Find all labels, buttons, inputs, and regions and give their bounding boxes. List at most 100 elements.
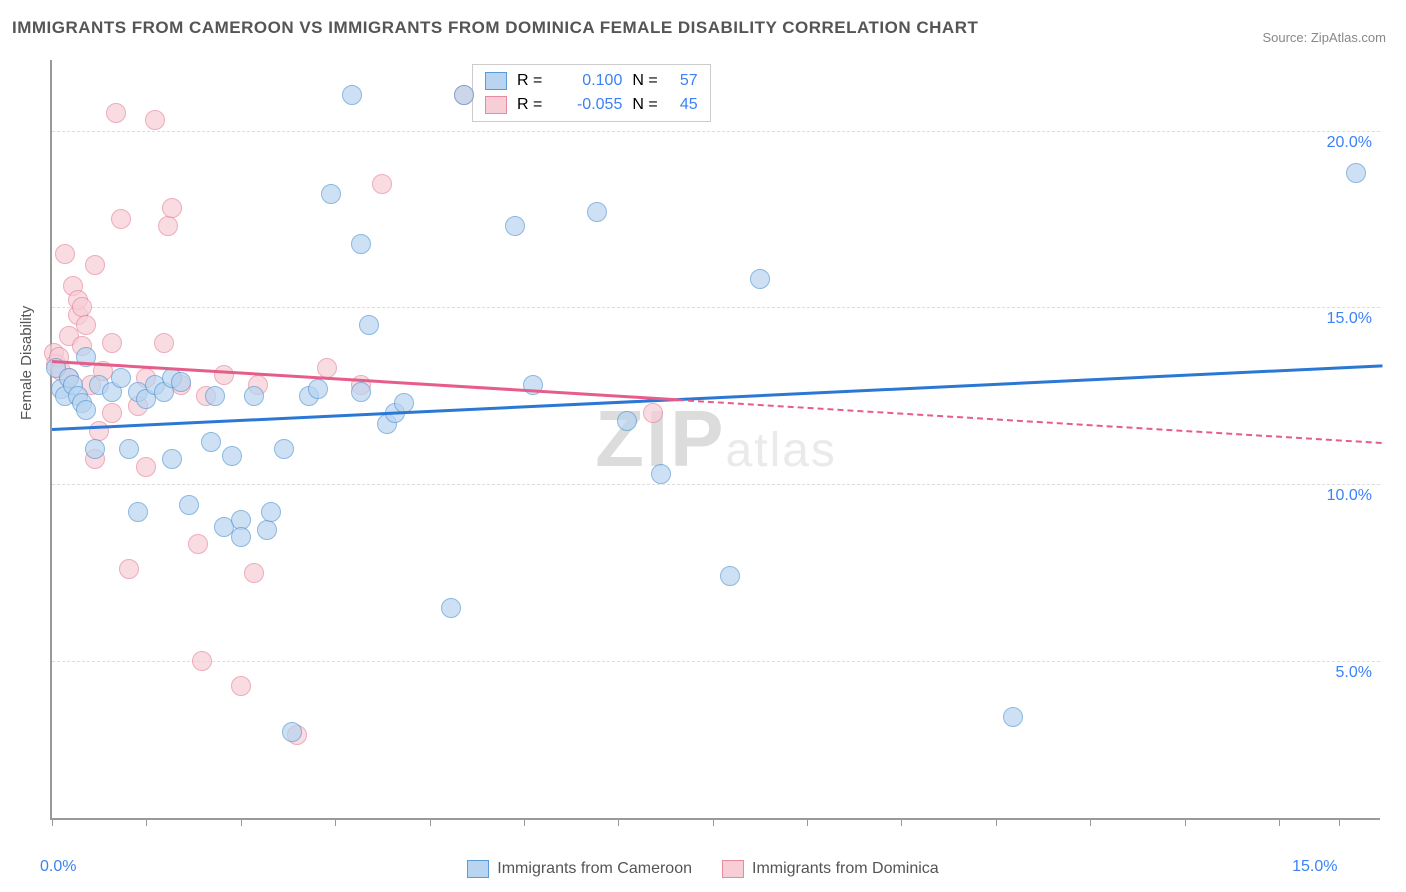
x-tick bbox=[996, 818, 997, 826]
legend-row-dominica: R = -0.055 N = 45 bbox=[485, 93, 698, 117]
scatter-point-dominica bbox=[145, 110, 165, 130]
scatter-point-dominica bbox=[158, 216, 178, 236]
scatter-point-dominica bbox=[214, 365, 234, 385]
scatter-point-cameroon bbox=[750, 269, 770, 289]
legend-r-dominica: -0.055 bbox=[552, 93, 622, 117]
scatter-point-dominica bbox=[119, 559, 139, 579]
scatter-point-dominica bbox=[162, 198, 182, 218]
scatter-point-cameroon bbox=[171, 372, 191, 392]
regression-line-dominica-extrapolated bbox=[678, 399, 1382, 444]
y-tick-label: 5.0% bbox=[1336, 664, 1372, 682]
scatter-point-dominica bbox=[76, 315, 96, 335]
scatter-point-cameroon bbox=[617, 411, 637, 431]
scatter-point-cameroon bbox=[1346, 163, 1366, 183]
x-tick bbox=[1090, 818, 1091, 826]
gridline-h bbox=[52, 661, 1380, 662]
scatter-point-cameroon bbox=[222, 446, 242, 466]
x-tick-label: 0.0% bbox=[40, 858, 76, 876]
y-tick-label: 10.0% bbox=[1327, 487, 1372, 505]
legend-n-label: N = bbox=[632, 93, 657, 117]
x-tick bbox=[1339, 818, 1340, 826]
scatter-point-cameroon bbox=[321, 184, 341, 204]
scatter-point-dominica bbox=[372, 174, 392, 194]
scatter-point-dominica bbox=[643, 403, 663, 423]
x-tick bbox=[335, 818, 336, 826]
scatter-point-dominica bbox=[72, 297, 92, 317]
x-tick bbox=[1185, 818, 1186, 826]
legend-n-cameroon: 57 bbox=[668, 69, 698, 93]
legend-swatch-cameroon bbox=[485, 72, 507, 90]
scatter-point-cameroon bbox=[342, 85, 362, 105]
scatter-point-cameroon bbox=[231, 527, 251, 547]
legend-swatch-cameroon bbox=[467, 860, 489, 878]
scatter-point-cameroon bbox=[587, 202, 607, 222]
scatter-point-dominica bbox=[192, 651, 212, 671]
scatter-point-cameroon bbox=[85, 439, 105, 459]
scatter-point-dominica bbox=[231, 676, 251, 696]
legend-label-cameroon: Immigrants from Cameroon bbox=[497, 860, 692, 878]
source-attribution: Source: ZipAtlas.com bbox=[1262, 30, 1386, 45]
scatter-point-cameroon bbox=[720, 566, 740, 586]
correlation-legend: R = 0.100 N = 57 R = -0.055 N = 45 bbox=[472, 64, 711, 122]
scatter-point-cameroon bbox=[261, 502, 281, 522]
x-tick bbox=[901, 818, 902, 826]
legend-r-label: R = bbox=[517, 93, 542, 117]
scatter-point-cameroon bbox=[76, 400, 96, 420]
scatter-point-cameroon bbox=[351, 382, 371, 402]
watermark-sub: atlas bbox=[726, 424, 837, 477]
x-tick bbox=[241, 818, 242, 826]
scatter-point-cameroon bbox=[201, 432, 221, 452]
legend-swatch-dominica bbox=[485, 96, 507, 114]
legend-r-cameroon: 0.100 bbox=[552, 69, 622, 93]
x-tick bbox=[52, 818, 53, 826]
gridline-h bbox=[52, 307, 1380, 308]
legend-r-label: R = bbox=[517, 69, 542, 93]
scatter-point-cameroon bbox=[111, 368, 131, 388]
scatter-point-cameroon bbox=[441, 598, 461, 618]
source-value: ZipAtlas.com bbox=[1311, 30, 1386, 45]
x-tick bbox=[807, 818, 808, 826]
scatter-point-dominica bbox=[55, 244, 75, 264]
scatter-point-cameroon bbox=[179, 495, 199, 515]
scatter-point-cameroon bbox=[359, 315, 379, 335]
x-tick bbox=[430, 818, 431, 826]
legend-swatch-dominica bbox=[722, 860, 744, 878]
x-tick bbox=[524, 818, 525, 826]
scatter-point-dominica bbox=[188, 534, 208, 554]
legend-row-cameroon: R = 0.100 N = 57 bbox=[485, 69, 698, 93]
plot-area: ZIPatlas R = 0.100 N = 57 R = -0.055 N =… bbox=[50, 60, 1380, 820]
scatter-point-cameroon bbox=[308, 379, 328, 399]
x-tick bbox=[618, 818, 619, 826]
scatter-point-cameroon bbox=[351, 234, 371, 254]
legend-item-cameroon: Immigrants from Cameroon bbox=[467, 860, 692, 878]
scatter-point-cameroon bbox=[119, 439, 139, 459]
scatter-point-cameroon bbox=[205, 386, 225, 406]
scatter-point-dominica bbox=[111, 209, 131, 229]
x-tick bbox=[713, 818, 714, 826]
gridline-h bbox=[52, 131, 1380, 132]
legend-n-label: N = bbox=[632, 69, 657, 93]
scatter-point-cameroon bbox=[1003, 707, 1023, 727]
scatter-point-dominica bbox=[102, 333, 122, 353]
scatter-point-cameroon bbox=[257, 520, 277, 540]
chart-title: IMMIGRANTS FROM CAMEROON VS IMMIGRANTS F… bbox=[12, 18, 978, 38]
scatter-point-cameroon bbox=[505, 216, 525, 236]
legend-n-dominica: 45 bbox=[668, 93, 698, 117]
x-tick-label: 15.0% bbox=[1292, 858, 1337, 876]
scatter-point-cameroon bbox=[282, 722, 302, 742]
scatter-point-dominica bbox=[106, 103, 126, 123]
scatter-point-dominica bbox=[154, 333, 174, 353]
scatter-point-cameroon bbox=[244, 386, 264, 406]
scatter-point-dominica bbox=[102, 403, 122, 423]
series-legend: Immigrants from Cameroon Immigrants from… bbox=[0, 860, 1406, 878]
legend-item-dominica: Immigrants from Dominica bbox=[722, 860, 939, 878]
gridline-h bbox=[52, 484, 1380, 485]
legend-label-dominica: Immigrants from Dominica bbox=[752, 860, 939, 878]
scatter-point-cameroon bbox=[162, 449, 182, 469]
y-tick-label: 20.0% bbox=[1327, 134, 1372, 152]
scatter-point-dominica bbox=[136, 457, 156, 477]
scatter-point-dominica bbox=[85, 255, 105, 275]
y-tick-label: 15.0% bbox=[1327, 310, 1372, 328]
scatter-point-dominica bbox=[317, 358, 337, 378]
scatter-point-cameroon bbox=[454, 85, 474, 105]
